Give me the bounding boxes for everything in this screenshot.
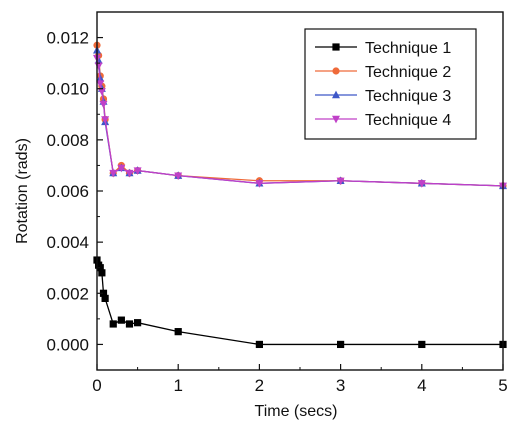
y-tick-label: 0.010: [46, 80, 89, 99]
data-point: [134, 319, 142, 327]
legend-marker: [332, 67, 340, 75]
legend-label: Technique 2: [365, 64, 451, 81]
x-tick-label: 1: [173, 376, 182, 395]
data-point: [255, 180, 264, 188]
data-point: [96, 264, 104, 272]
data-point: [96, 80, 105, 88]
legend-marker: [332, 43, 340, 51]
axis-layer: 0 1 2 3 4 5 0.000 0.002 0.004 0.006 0.008 0.010 0.01…: [46, 11, 508, 395]
data-point: [417, 180, 426, 188]
y-tick-label: 0.002: [46, 284, 89, 303]
data-point: [101, 294, 109, 302]
data-point: [255, 340, 263, 349]
data-point: [97, 88, 106, 96]
data-point: [117, 164, 126, 173]
series-line: [96, 259, 503, 346]
data-point: [109, 169, 118, 178]
series-1: [93, 256, 507, 349]
y-tick-label: 0.000: [46, 335, 89, 354]
data-point: [99, 289, 108, 297]
data-point: [117, 316, 125, 324]
plot-layer: [93, 41, 507, 349]
legend-item: Technique 1: [315, 40, 451, 57]
legend-label: Technique 3: [365, 88, 451, 105]
legend: Technique 1 Technique 2 Technique 3 Techniq…: [304, 28, 477, 140]
x-tick-label: 4: [417, 376, 426, 395]
x-tick-label: 2: [255, 376, 264, 395]
data-point: [336, 177, 345, 186]
y-tick-label: 0.004: [46, 233, 89, 252]
data-point: [109, 320, 117, 328]
data-point: [337, 340, 345, 349]
data-point: [418, 340, 426, 349]
legend-marker: [332, 115, 340, 124]
x-axis-title: Time (secs): [255, 403, 338, 420]
data-point: [125, 320, 134, 328]
y-tick-label: 0.006: [46, 182, 89, 201]
data-point: [174, 172, 183, 181]
x-tick-label: 0: [92, 376, 101, 395]
legend-item: Technique 4: [315, 112, 451, 129]
y-tick-label: 0.012: [46, 29, 89, 48]
x-tick-label: 5: [498, 376, 507, 395]
legend-label: Technique 4: [365, 112, 451, 129]
x-tick-label: 3: [336, 376, 345, 395]
data-point: [133, 167, 142, 175]
data-point: [101, 116, 110, 124]
y-tick-label: 0.008: [46, 131, 89, 150]
data-point: [99, 100, 108, 109]
data-point: [125, 169, 134, 178]
legend-marker: [332, 90, 340, 99]
y-axis-title: Rotation (rads): [14, 138, 31, 244]
legend-item: Technique 2: [315, 64, 451, 81]
legend-label: Technique 1: [365, 40, 451, 57]
data-point: [174, 328, 182, 336]
data-point: [98, 269, 106, 277]
legend-item: Technique 3: [315, 88, 451, 105]
